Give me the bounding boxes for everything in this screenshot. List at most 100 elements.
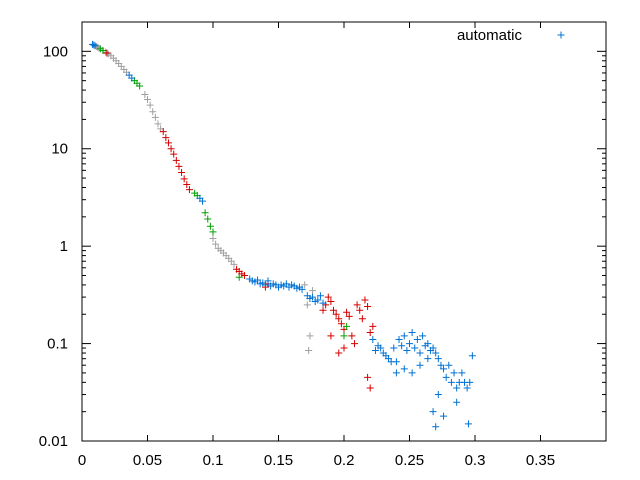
data-point [235,273,243,281]
data-point-automatic [199,197,207,205]
data-point-automatic [398,342,406,350]
data-point [324,293,332,301]
x-tick-label: 0.1 [203,452,224,469]
data-point [364,373,372,381]
data-point-automatic [429,408,437,416]
data-point-automatic [463,384,471,392]
x-tick-label: 0.35 [526,452,555,469]
y-tick-label: 1 [60,238,68,255]
data-point-automatic [411,344,419,352]
data-point [159,128,167,136]
data-point [175,162,183,170]
data-point [319,306,327,314]
y-tick-label: 10 [51,141,68,158]
data-point-automatic [392,369,400,377]
data-point-automatic [424,355,432,363]
data-point [164,139,172,147]
data-point-automatic [254,276,262,284]
data-point-automatic [416,361,424,369]
data-point-automatic [316,292,324,300]
data-point [335,315,343,323]
data-point-automatic [424,340,432,348]
data-point-automatic [440,412,448,420]
data-point-automatic [400,365,408,373]
data-point [369,322,377,330]
data-point [170,150,178,158]
data-point [167,145,175,153]
data-point-automatic [128,74,136,82]
data-point [99,46,107,54]
data-point [345,312,353,320]
data-point-automatic [403,346,411,354]
data-point-automatic [432,349,440,357]
data-point-automatic [395,336,403,344]
data-point [343,322,351,330]
data-point [364,303,372,311]
data-point-automatic [450,369,458,377]
data-point [201,209,209,217]
data-point-automatic [440,365,448,373]
data-point-automatic [464,420,472,428]
x-tick-label: 0.05 [133,452,162,469]
data-point [172,156,180,164]
data-point [230,260,238,268]
data-point-automatic [458,369,466,377]
data-point-automatic [416,349,424,357]
x-tick-label: 0.3 [465,452,486,469]
x-tick-label: 0.2 [334,452,355,469]
data-point [361,296,369,304]
data-point [206,222,214,230]
plot-area [81,21,607,442]
data-point-automatic [298,285,306,293]
data-point-automatic [408,369,416,377]
data-point-automatic [261,281,269,289]
data-point [309,287,317,295]
data-point [348,332,356,340]
data-point-automatic [442,373,450,381]
data-point [183,180,191,188]
data-point-automatic [392,358,400,366]
y-tick-label: 100 [43,43,68,60]
data-point [209,228,217,236]
data-point [144,96,151,104]
data-point [337,320,345,328]
data-point [305,346,313,354]
x-tick-label: 0 [78,452,86,469]
data-point-automatic [466,378,474,386]
data-point [178,169,186,177]
data-point [353,301,361,309]
data-point-automatic [453,384,461,392]
data-point-automatic [437,361,445,369]
data-point [356,306,364,314]
x-tick-label: 0.15 [264,452,293,469]
data-point [343,308,351,316]
data-point [151,113,159,121]
data-point-automatic [390,344,398,352]
data-point [136,82,144,90]
y-tick-label: 0.1 [47,336,68,353]
data-point [212,240,220,248]
data-point-automatic [371,346,379,354]
data-point-automatic [408,328,416,336]
data-point [358,315,366,323]
data-point-automatic [377,344,385,352]
data-point [162,134,170,142]
legend-marker [557,31,565,39]
y-tick-label: 0.01 [39,433,68,450]
data-point-automatic [319,299,327,307]
data-point-automatic [91,42,99,50]
legend: automatic [457,27,565,44]
data-point [350,340,358,348]
x-axis: 0 0.05 0.1 0.15 0.2 0.25 0.3 0.35 [78,22,555,469]
data-point-automatic [419,332,427,340]
data-point [327,332,335,340]
data-point [366,328,374,336]
data-point [340,344,348,352]
plot-border [81,21,607,442]
data-point-automatic [429,344,437,352]
data-point-automatic [453,398,461,406]
y-axis: 0.01 0.1 1 10 100 [39,21,606,450]
data-point-automatic [413,336,421,344]
data-point [154,120,162,128]
